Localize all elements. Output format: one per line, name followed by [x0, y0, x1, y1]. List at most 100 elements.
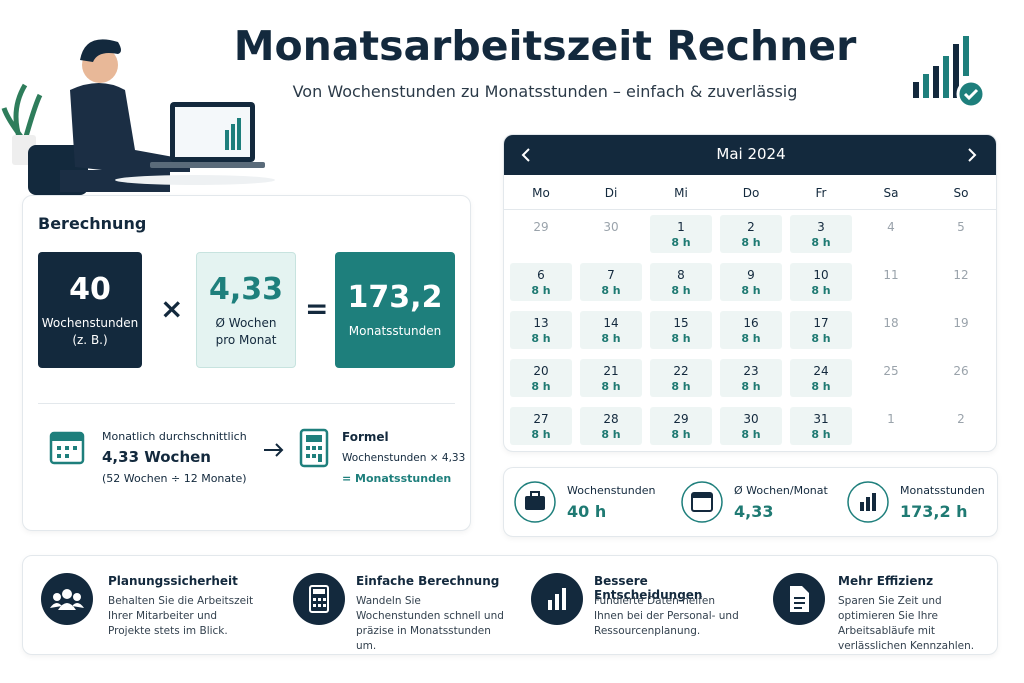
- weekday: Sa: [883, 186, 899, 200]
- day-cell: 11: [860, 263, 922, 301]
- weekday: Mi: [674, 186, 688, 200]
- day-number: 13: [533, 316, 549, 330]
- day-cell: 29: [510, 215, 572, 253]
- avg-label: Monatlich durchschnittlich: [102, 430, 247, 443]
- day-cell: 13 8 h: [510, 311, 572, 349]
- day-number: 31: [813, 412, 829, 426]
- day-number: 26: [953, 364, 969, 378]
- day-cell: 25: [860, 359, 922, 397]
- day-number: 21: [603, 364, 619, 378]
- feature-title: Planungssicherheit: [108, 574, 238, 588]
- day-hours: 8 h: [601, 380, 621, 393]
- day-cell: 10 8 h: [790, 263, 852, 301]
- day-hours: 8 h: [531, 332, 551, 345]
- day-hours: 8 h: [811, 284, 831, 297]
- day-cell: 20 8 h: [510, 359, 572, 397]
- day-cell: 14 8 h: [580, 311, 642, 349]
- calendar-icon: [49, 431, 85, 465]
- day-number: 28: [603, 412, 619, 426]
- card-label: Ø Wochen: [215, 315, 277, 330]
- illustration: [1, 39, 275, 195]
- day-number: 14: [603, 316, 619, 330]
- day-number: 25: [883, 364, 899, 378]
- day-cell: 28 8 h: [580, 407, 642, 445]
- day-number: 11: [883, 268, 899, 282]
- day-hours: 8 h: [671, 332, 691, 345]
- day-cell: 1: [860, 407, 922, 445]
- day-hours: 8 h: [811, 332, 831, 345]
- day-cell: 19: [930, 311, 992, 349]
- day-cell: 30 8 h: [720, 407, 782, 445]
- day-hours: 8 h: [811, 236, 831, 249]
- day-cell: 17 8 h: [790, 311, 852, 349]
- day-number: 15: [673, 316, 689, 330]
- month: Mai 2024: [716, 145, 786, 163]
- calendar-header: [504, 135, 996, 175]
- result-card: 173,2 Monatsstunden: [335, 252, 455, 368]
- day-number: 12: [953, 268, 969, 282]
- next-month[interactable]: [966, 147, 978, 163]
- day-cell: 18: [860, 311, 922, 349]
- summary-label: Monatsstunden: [900, 484, 985, 497]
- day-number: 9: [747, 268, 755, 282]
- day-hours: 8 h: [741, 284, 761, 297]
- day-cell: 2: [930, 407, 992, 445]
- day-cell: 23 8 h: [720, 359, 782, 397]
- summary-value: 4,33: [734, 502, 774, 521]
- day-cell: 21 8 h: [580, 359, 642, 397]
- day-cell: 30: [580, 215, 642, 253]
- day-hours: 8 h: [601, 284, 621, 297]
- summary: [503, 467, 998, 537]
- card-label: Wochenstunden: [41, 315, 139, 330]
- day-number: 24: [813, 364, 829, 378]
- weekday: So: [953, 186, 969, 200]
- day-cell: 27 8 h: [510, 407, 572, 445]
- summary-label: Wochenstunden: [567, 484, 656, 497]
- day-number: 19: [953, 316, 969, 330]
- day-cell: 15 8 h: [650, 311, 712, 349]
- day-number: 3: [817, 220, 825, 234]
- day-hours: 8 h: [531, 428, 551, 441]
- day-number: 7: [607, 268, 615, 282]
- arrow: [264, 443, 284, 457]
- day-hours: 8 h: [671, 380, 691, 393]
- calc-heading: Berechnung: [38, 214, 147, 233]
- card-label: (z. B.): [72, 332, 108, 347]
- day-cell: 5: [930, 215, 992, 253]
- day-number: 20: [533, 364, 549, 378]
- day-hours: 8 h: [531, 380, 551, 393]
- weekday: Mo: [532, 186, 550, 200]
- day-hours: 8 h: [811, 380, 831, 393]
- feature-text: Fundierte Daten helfen Ihnen bei der Per…: [594, 595, 739, 637]
- day-hours: 8 h: [811, 428, 831, 441]
- weekday-divider: [504, 209, 996, 210]
- prev-month[interactable]: [520, 147, 532, 163]
- operator: ×: [160, 292, 184, 325]
- day-hours: 8 h: [601, 332, 621, 345]
- card-value: 173,2: [347, 280, 443, 315]
- summary-value: 173,2 h: [900, 502, 968, 521]
- formula-expression: Wochenstunden × 4,33: [342, 452, 466, 464]
- day-number: 22: [673, 364, 689, 378]
- day-number: 5: [957, 220, 965, 234]
- day-cell: 29 8 h: [650, 407, 712, 445]
- day-hours: 8 h: [671, 236, 691, 249]
- day-hours: 8 h: [741, 380, 761, 393]
- operator: =: [305, 292, 329, 325]
- hours-card: 40 Wochenstunden (z. B.): [38, 252, 142, 368]
- weekday: Di: [604, 186, 618, 200]
- card-label: Monatsstunden: [348, 324, 442, 338]
- formula-result: = Monatsstunden: [342, 472, 452, 485]
- day-hours: 8 h: [671, 428, 691, 441]
- feature-title: Bessere Entscheidungen: [594, 574, 703, 602]
- day-cell: 24 8 h: [790, 359, 852, 397]
- day-number: 1: [677, 220, 685, 234]
- day-number: 30: [743, 412, 759, 426]
- features: [22, 555, 998, 655]
- chart-icon: [913, 36, 986, 109]
